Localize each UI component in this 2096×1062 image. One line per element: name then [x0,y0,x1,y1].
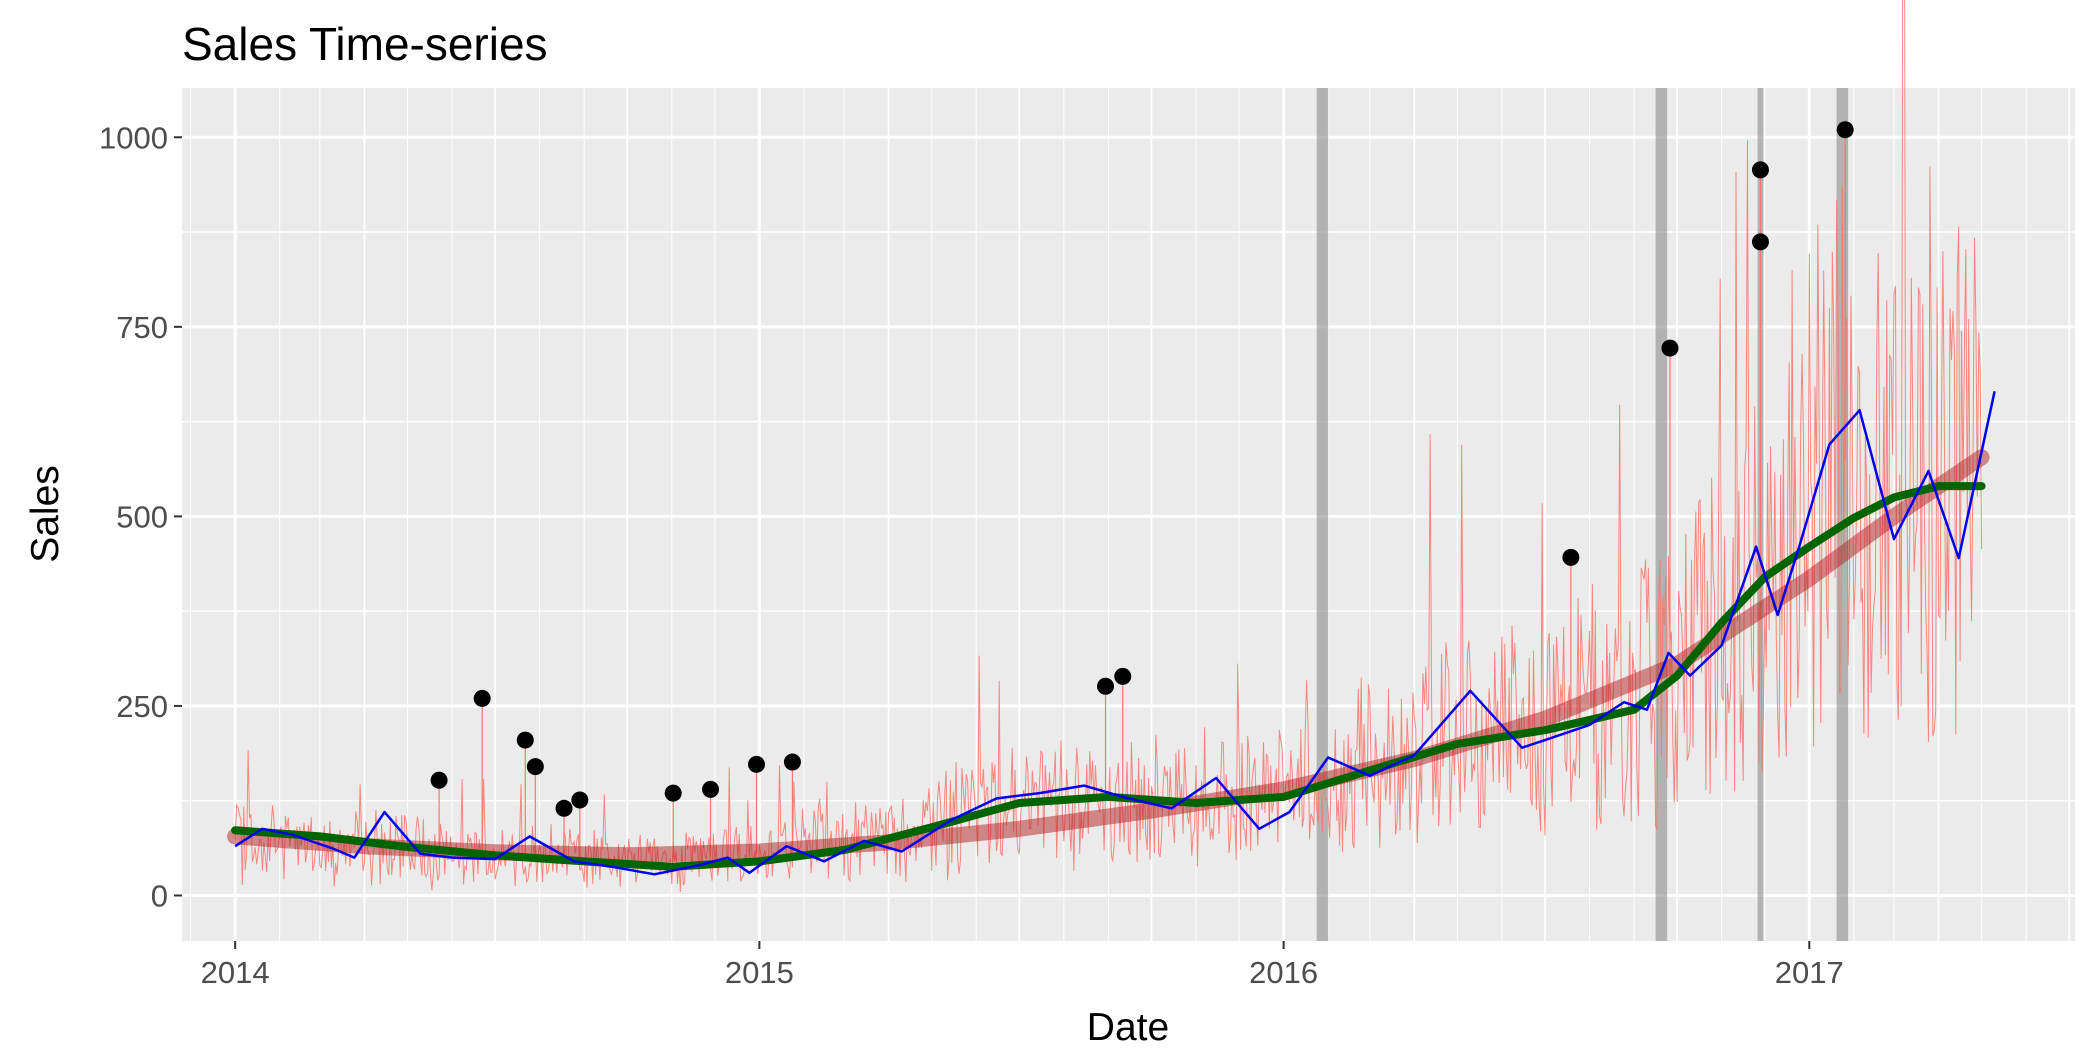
x-axis-title: Date [1087,1006,1169,1049]
anomaly-point [1836,121,1854,139]
x-tick-label: 2014 [201,955,270,990]
highlight-band [1836,88,1849,941]
anomaly-point [516,731,534,749]
loess-trend-line [231,482,1986,871]
anomaly-point [1661,339,1679,357]
anomaly-point [1562,548,1580,566]
y-tick-label: 250 [116,689,168,724]
x-axis: 2014 2015 2016 2017 [201,941,1844,990]
anomaly-point [1751,233,1769,251]
anomaly-point [702,780,720,798]
highlight-band [1655,88,1668,941]
anomaly-points [430,121,1854,817]
anomaly-point [1097,677,1115,695]
anomaly-point [1114,667,1132,685]
anomaly-point [748,755,766,773]
y-tick-label: 1000 [99,120,168,155]
x-tick-label: 2017 [1775,955,1844,990]
anomaly-point [473,689,491,707]
chart-title: Sales Time-series [182,18,548,70]
loess-trend-series [231,482,1986,871]
y-tick-label: 0 [151,879,168,914]
linear-trend-line [227,449,1990,864]
y-axis-title: Sales [24,465,67,563]
anomaly-point [1751,161,1769,179]
x-tick-label: 2015 [725,955,794,990]
y-tick-label: 500 [116,499,168,534]
x-tick-label: 2016 [1249,955,1318,990]
anomaly-point [555,799,573,817]
anomaly-point [526,758,544,776]
linear-trend-series [227,449,1990,864]
anomaly-point [430,771,448,789]
anomaly-point [664,784,682,802]
highlight-band [1316,88,1329,941]
anomaly-point [783,753,801,771]
rolling-mean-series [234,391,1996,876]
rolling-mean-line [234,391,1996,876]
anomaly-point [571,791,589,809]
y-axis: 0 250 500 750 1000 [99,120,182,914]
y-tick-label: 750 [116,310,168,345]
